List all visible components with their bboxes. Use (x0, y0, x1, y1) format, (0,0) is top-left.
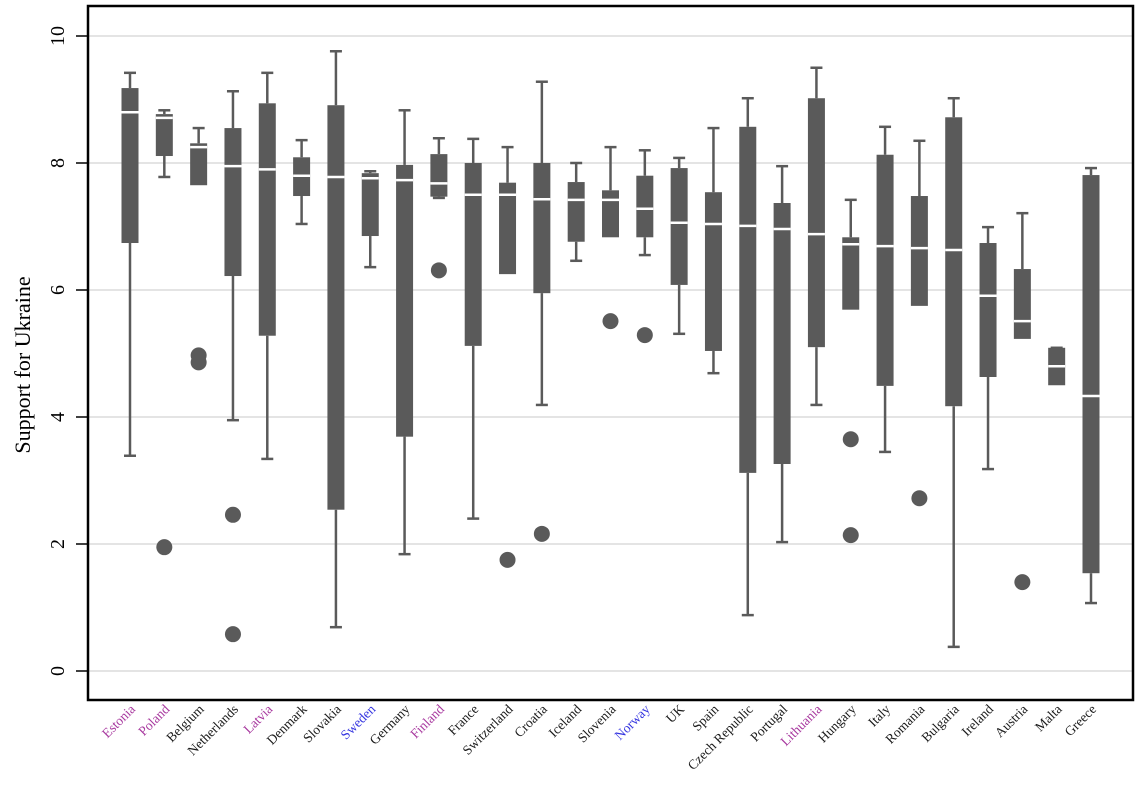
iqr-box (361, 173, 379, 237)
box-spain (704, 126, 722, 375)
iqr-box (1013, 269, 1031, 339)
iqr-box (396, 164, 414, 437)
gridlines (89, 35, 1132, 672)
iqr-box (499, 182, 517, 275)
outlier-point (533, 525, 550, 542)
iqr-box (773, 203, 791, 464)
box-bulgaria (945, 96, 963, 649)
x-tick-label: Slovenia (575, 702, 619, 746)
box-finland (430, 136, 448, 279)
outlier-point (224, 506, 241, 523)
plot-frame (86, 4, 1135, 702)
y-tick-label: 8 (47, 158, 69, 168)
box-italy (876, 125, 894, 454)
outlier-point (602, 313, 619, 330)
iqr-box (155, 114, 173, 157)
box-romania (910, 139, 928, 507)
iqr-box (602, 190, 619, 238)
box-slovenia (602, 145, 619, 330)
iqr-box (945, 117, 963, 407)
box-czech-republic (739, 96, 757, 617)
iqr-box (842, 237, 860, 310)
box-switzerland (499, 145, 517, 568)
boxes (121, 49, 1100, 649)
iqr-box (807, 98, 825, 348)
box-estonia (121, 71, 139, 457)
x-tick-label: UK (663, 701, 688, 726)
iqr-box (567, 182, 585, 242)
box-poland (155, 109, 173, 556)
x-tick-label: Finland (407, 701, 447, 741)
x-tick-label: Norway (612, 701, 654, 743)
iqr-box (533, 163, 551, 294)
y-tick-label: 6 (47, 285, 69, 295)
box-france (464, 137, 482, 520)
box-malta (1048, 346, 1066, 386)
iqr-box (224, 128, 242, 277)
x-tick-label: Slovakia (300, 702, 344, 746)
x-tick-label: Malta (1032, 702, 1065, 735)
outlier-point (842, 431, 859, 448)
box-sweden (361, 170, 379, 269)
outlier-point (156, 539, 173, 556)
box-ireland (979, 225, 997, 471)
x-tick-label: Estonia (99, 702, 138, 741)
iqr-box (739, 126, 757, 473)
box-belgium (190, 126, 208, 371)
box-hungary (842, 198, 860, 544)
outlier-point (636, 327, 653, 344)
x-tick-label: Bulgaria (918, 702, 961, 745)
iqr-box (636, 175, 654, 238)
x-tick-label: Hungary (815, 701, 859, 745)
outlier-point (1014, 574, 1031, 591)
y-axis-ticks: 0 2 4 6 8 10 (47, 26, 88, 676)
outlier-point (911, 490, 928, 507)
iqr-box (190, 143, 208, 186)
iqr-box (910, 196, 928, 306)
outlier-point (190, 354, 207, 371)
y-axis-label: Support for Ukraine (10, 276, 35, 453)
x-tick-label: Ireland (959, 701, 997, 739)
box-germany (396, 109, 414, 556)
iqr-box (979, 243, 997, 377)
box-austria (1013, 211, 1031, 591)
box-denmark (293, 138, 311, 226)
box-croatia (533, 80, 551, 542)
box-greece (1082, 166, 1100, 605)
y-tick-label: 2 (47, 539, 69, 549)
box-slovakia (327, 49, 345, 629)
outlier-point (842, 527, 859, 544)
box-uk (670, 156, 688, 336)
iqr-box (327, 105, 345, 510)
outlier-point (224, 626, 241, 643)
box-lithuania (807, 66, 825, 407)
box-iceland (567, 161, 585, 263)
iqr-box (464, 163, 482, 346)
y-tick-label: 10 (47, 26, 69, 46)
iqr-box (704, 192, 722, 351)
y-tick-label: 4 (47, 412, 69, 422)
outlier-point (499, 551, 516, 568)
iqr-box (430, 154, 448, 197)
iqr-box (876, 154, 894, 386)
box-portugal (773, 164, 791, 544)
y-tick-label: 0 (47, 666, 69, 676)
x-tick-label: Italy (865, 701, 893, 729)
box-latvia (258, 71, 276, 461)
box-netherlands (224, 89, 242, 643)
x-tick-label: Austria (992, 702, 1031, 741)
outlier-point (430, 262, 447, 279)
iqr-box (1082, 175, 1100, 574)
iqr-box (670, 168, 688, 285)
x-tick-label: Greece (1061, 702, 1099, 740)
x-tick-label: Croatia (511, 702, 550, 741)
iqr-box (258, 103, 276, 336)
box-norway (636, 149, 654, 344)
iqr-box (121, 88, 139, 244)
